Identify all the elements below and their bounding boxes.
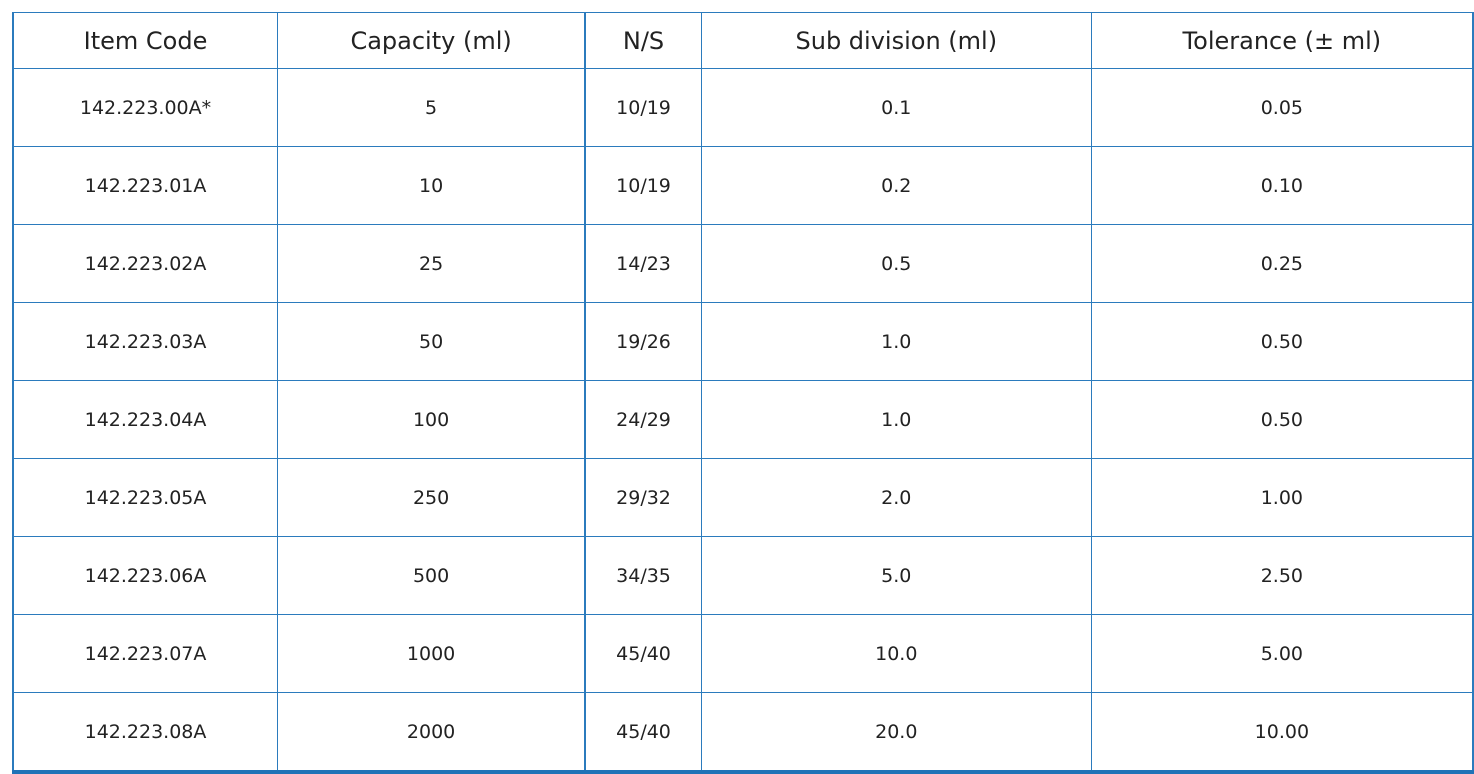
cell-tolerance: 0.10	[1090, 146, 1474, 225]
table-row: 142.223.05A 250 29/32 2.0 1.00	[12, 458, 1474, 537]
cell-ns: 45/40	[584, 614, 702, 693]
cell-item-code: 142.223.08A	[12, 692, 279, 774]
cell-sub-division: 0.1	[700, 68, 1092, 147]
cell-tolerance: 2.50	[1090, 536, 1474, 615]
cell-ns: 10/19	[584, 146, 702, 225]
cell-ns: 14/23	[584, 224, 702, 303]
cell-capacity: 1000	[277, 614, 586, 693]
cell-sub-division: 0.5	[700, 224, 1092, 303]
table-row: 142.223.08A 2000 45/40 20.0 10.00	[12, 692, 1474, 774]
cell-tolerance: 10.00	[1090, 692, 1474, 774]
table-row: 142.223.03A 50 19/26 1.0 0.50	[12, 302, 1474, 381]
cell-item-code: 142.223.00A*	[12, 68, 279, 147]
cell-tolerance: 1.00	[1090, 458, 1474, 537]
cell-capacity: 250	[277, 458, 586, 537]
cell-sub-division: 0.2	[700, 146, 1092, 225]
cell-ns: 24/29	[584, 380, 702, 459]
header-ns: N/S	[584, 12, 702, 69]
header-capacity: Capacity (ml)	[277, 12, 586, 69]
cell-sub-division: 5.0	[700, 536, 1092, 615]
table-row: 142.223.04A 100 24/29 1.0 0.50	[12, 380, 1474, 459]
cell-item-code: 142.223.04A	[12, 380, 279, 459]
cell-ns: 29/32	[584, 458, 702, 537]
cell-item-code: 142.223.01A	[12, 146, 279, 225]
table-header-row: Item Code Capacity (ml) N/S Sub division…	[12, 12, 1474, 69]
cell-tolerance: 0.50	[1090, 302, 1474, 381]
header-tolerance: Tolerance (± ml)	[1090, 12, 1474, 69]
cell-ns: 10/19	[584, 68, 702, 147]
cell-sub-division: 10.0	[700, 614, 1092, 693]
cell-capacity: 50	[277, 302, 586, 381]
cell-item-code: 142.223.02A	[12, 224, 279, 303]
cell-ns: 34/35	[584, 536, 702, 615]
table-row: 142.223.02A 25 14/23 0.5 0.25	[12, 224, 1474, 303]
cell-ns: 19/26	[584, 302, 702, 381]
cell-item-code: 142.223.06A	[12, 536, 279, 615]
cell-tolerance: 0.05	[1090, 68, 1474, 147]
cell-sub-division: 20.0	[700, 692, 1092, 774]
cell-capacity: 2000	[277, 692, 586, 774]
header-item-code: Item Code	[12, 12, 279, 69]
cell-sub-division: 2.0	[700, 458, 1092, 537]
table-row: 142.223.06A 500 34/35 5.0 2.50	[12, 536, 1474, 615]
cell-capacity: 25	[277, 224, 586, 303]
cell-item-code: 142.223.03A	[12, 302, 279, 381]
specification-table: Item Code Capacity (ml) N/S Sub division…	[12, 12, 1474, 774]
cell-tolerance: 0.25	[1090, 224, 1474, 303]
table-row: 142.223.07A 1000 45/40 10.0 5.00	[12, 614, 1474, 693]
cell-capacity: 5	[277, 68, 586, 147]
cell-tolerance: 0.50	[1090, 380, 1474, 459]
cell-item-code: 142.223.05A	[12, 458, 279, 537]
spec-table-container: Item Code Capacity (ml) N/S Sub division…	[12, 12, 1474, 774]
cell-sub-division: 1.0	[700, 380, 1092, 459]
table-row: 142.223.00A* 5 10/19 0.1 0.05	[12, 68, 1474, 147]
cell-item-code: 142.223.07A	[12, 614, 279, 693]
cell-capacity: 100	[277, 380, 586, 459]
table-row: 142.223.01A 10 10/19 0.2 0.10	[12, 146, 1474, 225]
cell-capacity: 10	[277, 146, 586, 225]
cell-tolerance: 5.00	[1090, 614, 1474, 693]
header-sub-division: Sub division (ml)	[700, 12, 1092, 69]
cell-sub-division: 1.0	[700, 302, 1092, 381]
cell-ns: 45/40	[584, 692, 702, 774]
cell-capacity: 500	[277, 536, 586, 615]
